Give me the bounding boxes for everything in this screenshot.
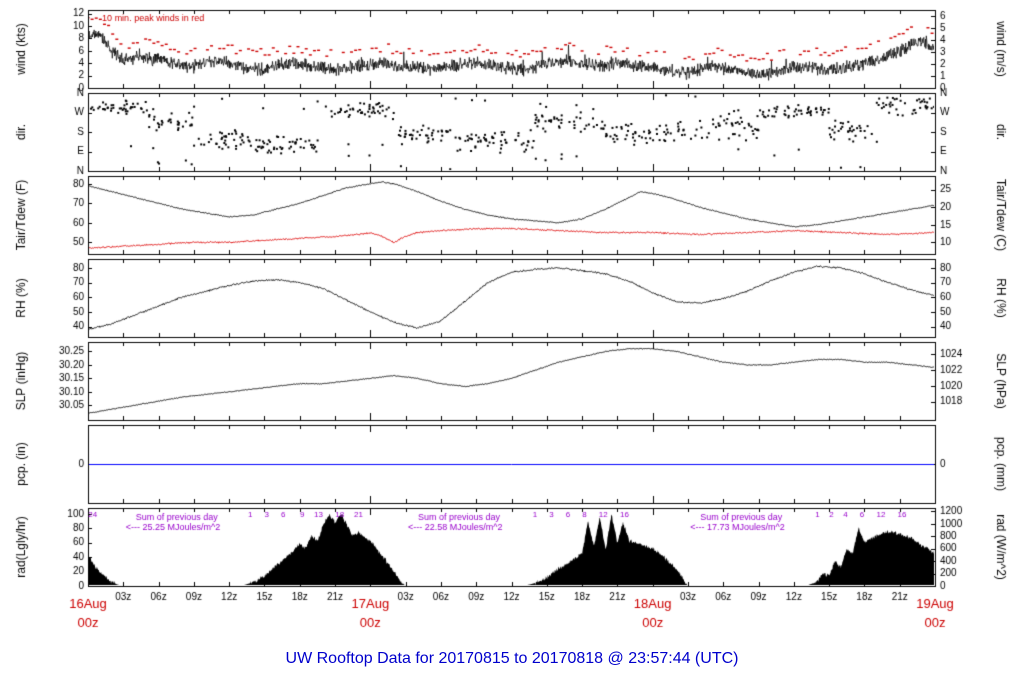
chart-title: UW Rooftop Data for 20170815 to 20170818… [285,650,739,667]
